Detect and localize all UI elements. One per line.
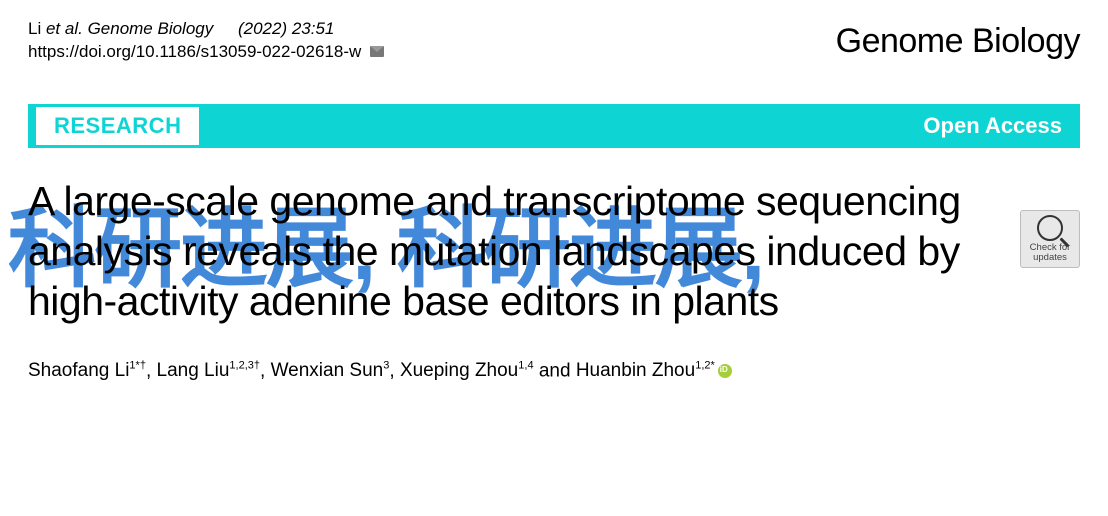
journal-brand: Genome Biology bbox=[836, 22, 1080, 61]
header: Li et al. Genome Biology (2022) 23:51 ht… bbox=[0, 0, 1108, 64]
author: Lang Liu1,2,3† bbox=[157, 360, 261, 381]
citation-journal: Genome Biology bbox=[88, 19, 214, 38]
citation-etal: et al. bbox=[46, 19, 88, 38]
doi-line: https://doi.org/10.1186/s13059-022-02618… bbox=[28, 41, 384, 64]
open-access-label: Open Access bbox=[923, 113, 1062, 139]
author: Shaofang Li1*† bbox=[28, 360, 146, 381]
citation-author: Li bbox=[28, 19, 41, 38]
author: Wenxian Sun3 bbox=[271, 360, 390, 381]
envelope-icon[interactable] bbox=[370, 46, 384, 57]
crossmark-label: Check for updates bbox=[1030, 243, 1071, 263]
author-list: Shaofang Li1*†, Lang Liu1,2,3†, Wenxian … bbox=[28, 360, 1080, 382]
author: Huanbin Zhou1,2* bbox=[576, 360, 732, 381]
title-block: A large-scale genome and transcriptome s… bbox=[28, 176, 1008, 326]
doi-link[interactable]: https://doi.org/10.1186/s13059-022-02618… bbox=[28, 42, 361, 61]
citation-year: (2022) 23:51 bbox=[238, 19, 334, 38]
crossmark-badge[interactable]: Check for updates bbox=[1020, 210, 1080, 268]
author: Xueping Zhou1,4 bbox=[400, 360, 534, 381]
article-type-banner: RESEARCH Open Access bbox=[28, 104, 1080, 148]
orcid-icon[interactable] bbox=[718, 364, 732, 378]
crossmark-icon bbox=[1037, 215, 1063, 241]
paper-title: A large-scale genome and transcriptome s… bbox=[28, 176, 1008, 326]
citation-line: Li et al. Genome Biology (2022) 23:51 bbox=[28, 18, 384, 41]
citation-meta: Li et al. Genome Biology (2022) 23:51 ht… bbox=[28, 18, 384, 64]
article-type-badge: RESEARCH bbox=[36, 107, 199, 145]
